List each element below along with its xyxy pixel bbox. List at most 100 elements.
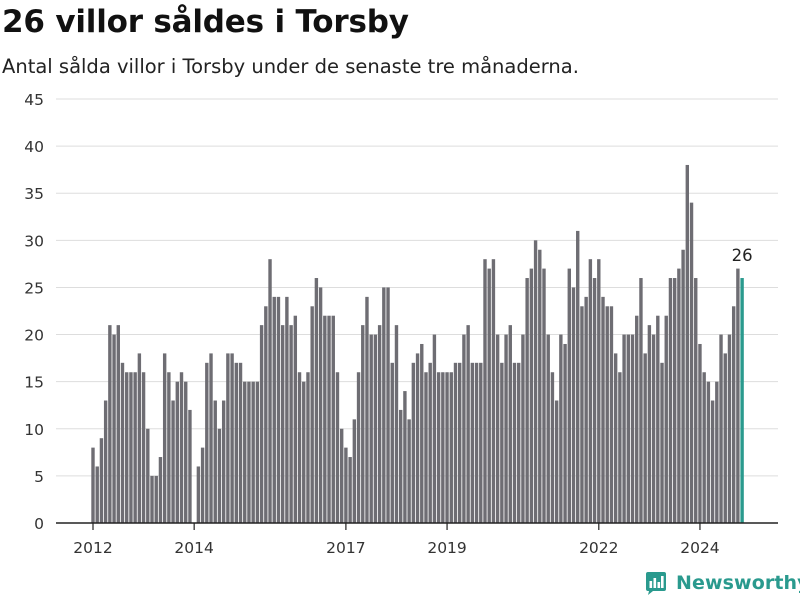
bar — [184, 381, 188, 523]
bar — [500, 362, 504, 523]
bar — [365, 296, 369, 523]
bar — [563, 343, 567, 523]
bar — [268, 259, 272, 523]
bar — [91, 447, 95, 523]
y-tick-label: 30 — [24, 232, 44, 250]
x-tick-label: 2019 — [427, 539, 466, 557]
bar — [335, 372, 340, 523]
bar — [407, 419, 411, 523]
brand-name: Newsworthy — [676, 572, 800, 594]
bar — [259, 325, 264, 523]
bar — [538, 249, 542, 523]
bar — [495, 334, 500, 523]
bar — [293, 315, 298, 523]
bar — [546, 334, 550, 523]
highlight-value-label: 26 — [732, 246, 753, 265]
bar — [432, 334, 437, 523]
bar — [386, 287, 390, 523]
bar — [399, 409, 403, 523]
bar — [112, 334, 116, 523]
bar — [656, 315, 660, 523]
bar — [162, 353, 167, 523]
x-tick-label: 2012 — [73, 539, 112, 557]
bar — [272, 296, 276, 523]
bar — [209, 353, 213, 523]
bar — [449, 372, 453, 523]
bar — [635, 315, 639, 523]
bar — [196, 466, 201, 523]
bar — [601, 296, 605, 523]
bar — [660, 362, 664, 523]
bar — [647, 325, 652, 523]
bar — [179, 372, 184, 523]
highlight-bar — [740, 278, 744, 523]
bar — [643, 353, 647, 523]
bar — [323, 315, 327, 523]
bar — [99, 438, 104, 523]
bar — [302, 381, 306, 523]
bar — [529, 268, 534, 523]
bar — [622, 334, 626, 523]
bar — [651, 334, 656, 523]
chart-subtitle: Antal sålda villor i Torsby under de sen… — [2, 55, 579, 78]
bar — [411, 362, 416, 523]
x-tick-label: 2014 — [174, 539, 213, 557]
bar — [462, 334, 466, 523]
bar — [230, 353, 234, 523]
y-tick-label: 0 — [34, 515, 44, 533]
bar — [103, 400, 108, 523]
bar — [403, 391, 407, 523]
bar — [188, 409, 192, 523]
bar — [377, 325, 382, 523]
bar — [352, 419, 357, 523]
bar — [133, 372, 137, 523]
y-tick-label: 20 — [24, 327, 44, 345]
bar — [664, 315, 668, 523]
bar — [339, 428, 344, 523]
y-tick-label: 35 — [24, 185, 44, 203]
bar — [609, 306, 614, 523]
bar — [533, 240, 538, 523]
bar — [723, 353, 727, 523]
bar — [221, 400, 226, 523]
bar — [238, 362, 243, 523]
bar — [125, 372, 129, 523]
bar — [508, 325, 512, 523]
bar — [205, 362, 209, 523]
bar — [297, 372, 302, 523]
bar — [420, 343, 424, 523]
bar — [394, 325, 399, 523]
bar — [441, 372, 445, 523]
bar — [504, 334, 508, 523]
bar — [213, 400, 217, 523]
bar — [276, 296, 281, 523]
bar — [470, 362, 475, 523]
bar — [576, 230, 580, 523]
y-tick-label: 15 — [24, 374, 44, 392]
chart-title: 26 villor såldes i Torsby — [2, 4, 409, 40]
bar — [141, 372, 146, 523]
bar — [613, 353, 618, 523]
bar — [479, 362, 483, 523]
bar — [681, 249, 685, 523]
bar — [491, 259, 496, 523]
bar — [512, 362, 517, 523]
y-tick-label: 25 — [24, 279, 44, 297]
bar — [415, 353, 420, 523]
bar — [243, 381, 247, 523]
bar — [525, 278, 529, 523]
bar — [108, 325, 112, 523]
bar — [234, 362, 239, 523]
bar — [226, 353, 230, 523]
bar — [715, 381, 719, 523]
bar — [154, 475, 158, 523]
bar — [588, 259, 593, 523]
y-tick-label: 10 — [24, 421, 44, 439]
bar — [517, 362, 521, 523]
bar — [458, 362, 462, 523]
bar — [677, 268, 681, 523]
bar-chart-logo-icon — [646, 572, 666, 595]
bar — [436, 372, 441, 523]
bar — [719, 334, 723, 523]
bar — [390, 362, 394, 523]
